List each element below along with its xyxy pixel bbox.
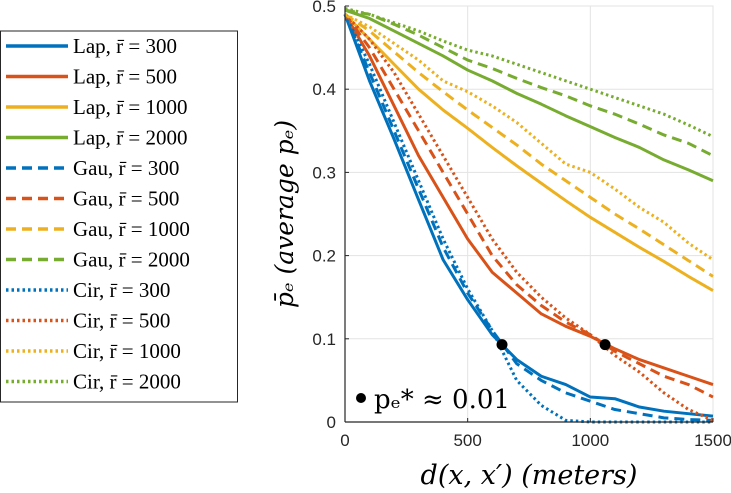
series-lines — [343, 7, 714, 424]
annotation: pₑ* ≈ 0.01 — [356, 385, 510, 415]
series-line-9 — [343, 13, 714, 422]
y-tick-label: 0.5 — [312, 0, 336, 16]
legend-label: Lap, r̄ = 1000 — [73, 95, 188, 119]
series-line-8 — [343, 13, 713, 424]
series-line-10 — [344, 12, 714, 262]
x-tick-label: 0 — [340, 431, 349, 450]
x-tick-label: 1000 — [571, 431, 609, 450]
y-axis-label: p̄ₑ (average pₑ) — [270, 120, 299, 308]
legend-label: Gau, r̄ = 500 — [73, 187, 179, 211]
legend: Lap, r̄ = 300 Lap, r̄ = 500 Lap, r̄ = 1000… — [0, 30, 238, 403]
series-line-0 — [343, 13, 714, 418]
series-line-6 — [344, 13, 714, 278]
legend-label: Lap, r̄ = 300 — [73, 34, 177, 58]
x-tick-label: 1500 — [694, 431, 731, 450]
y-tick-label: 0.1 — [312, 330, 336, 349]
y-tick-label: 0.4 — [312, 80, 336, 99]
x-tick-label: 500 — [453, 431, 481, 450]
series-line-3 — [344, 8, 714, 183]
annotation-text: pₑ* ≈ 0.01 — [374, 385, 510, 415]
series-line-2 — [343, 13, 714, 292]
axes: 0 500 1000 1500 0 0.1 0.2 0.3 0.4 0.5 — [312, 0, 731, 450]
threshold-marker — [496, 339, 508, 351]
y-tick-label: 0.3 — [312, 163, 336, 182]
series-line-1 — [343, 13, 714, 386]
y-tick-label: 0 — [327, 413, 336, 432]
series-line-4 — [343, 13, 714, 422]
legend-label: Lap, r̄ = 2000 — [73, 126, 188, 150]
x-axis-label: d(x, x′) (meters) — [421, 460, 638, 491]
legend-label: Gau, r̄ = 300 — [73, 156, 179, 180]
legend-label: Cir, r̄ = 300 — [73, 278, 170, 302]
y-tick-label: 0.2 — [312, 247, 336, 266]
legend-label: Cir, r̄ = 500 — [73, 309, 170, 333]
legend-box — [0, 30, 238, 403]
threshold-markers — [496, 339, 611, 351]
legend-label: Lap, r̄ = 500 — [73, 65, 177, 89]
legend-label: Cir, r̄ = 1000 — [73, 339, 181, 363]
legend-label: Gau, r̄ = 2000 — [73, 248, 190, 272]
threshold-marker — [599, 339, 611, 351]
legend-label: Cir, r̄ = 2000 — [73, 370, 181, 394]
legend-label: Gau, r̄ = 1000 — [73, 217, 190, 241]
annotation-marker — [356, 393, 366, 403]
series-line-11 — [344, 7, 714, 138]
series-line-7 — [344, 8, 714, 158]
series-line-5 — [343, 13, 714, 399]
